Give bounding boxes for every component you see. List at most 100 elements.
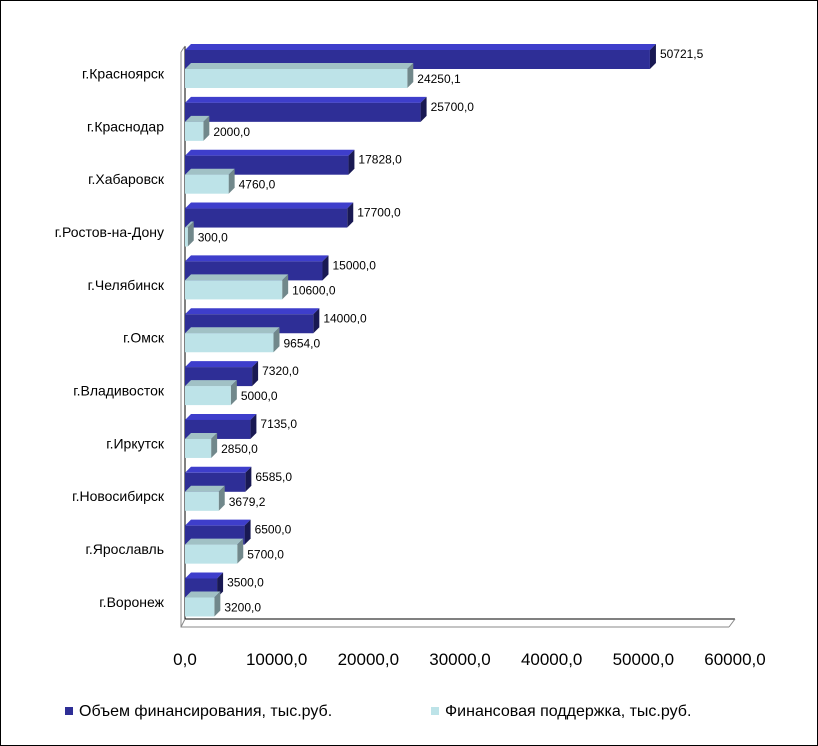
bar [185,333,274,353]
bar-top-face [185,485,225,492]
bar-top-face [185,63,414,69]
legend-swatch [65,707,73,715]
data-label: 3200,0 [224,601,261,615]
x-tick-label: 10000,0 [246,650,307,669]
data-label: 7135,0 [260,417,297,431]
category-label: г.Краснодар [87,118,164,134]
x-tick-label: 40000,0 [521,650,582,669]
bar-side-face [187,221,194,247]
category-label: г.Ростов-на-Дону [55,224,164,240]
category-label: г.Воронеж [99,594,164,610]
data-label: 3500,0 [227,576,264,590]
data-label: 7320,0 [262,364,299,378]
bar-top-face [185,96,427,103]
bar-top-face [185,572,224,579]
bar-top-face [185,466,252,473]
x-tick-label: 20000,0 [338,650,399,669]
bar-side-face [322,255,329,281]
axis-corner-bottom [180,618,186,628]
axis-corner-right [728,618,736,628]
bar-side-face [313,308,320,334]
bar-top-face [185,591,221,598]
legend-swatch [431,707,439,715]
bar-side-face [211,432,218,458]
bar-top-face [185,221,194,228]
bar-side-face [252,361,259,387]
data-label: 5700,0 [247,548,284,562]
bar [185,208,348,228]
x-tick-label: 0,0 [173,650,197,669]
bar-top-face [185,413,257,420]
data-label: 2850,0 [221,442,258,456]
data-label: 25700,0 [431,100,475,114]
category-label: г.Ярославль [85,541,164,557]
bar [185,227,188,247]
bar-top-face [185,149,355,156]
bar [185,544,238,564]
axis-corner-top [180,45,186,53]
data-label: 6500,0 [255,523,292,537]
bar-top-face [185,538,244,545]
bar [185,121,204,141]
bar-side-face [230,380,237,406]
bar-top-face [185,380,237,387]
bar-top-face [185,115,210,122]
bar-side-face [237,538,244,564]
bar [185,597,215,617]
data-label: 10600,0 [292,283,336,297]
bar-top-face [185,274,289,281]
bar-side-face [407,63,414,88]
bar [185,69,408,88]
bar-side-face [218,485,225,511]
bar-top-face [185,519,251,526]
bar-top-face [185,255,329,262]
bar-side-face [203,115,210,141]
data-label: 9654,0 [283,336,320,350]
bar-side-face [217,572,224,598]
bar [185,102,421,122]
bar-top-face [185,308,320,315]
x-tick-label: 30000,0 [429,650,490,669]
bar [185,386,231,406]
data-label: 4760,0 [239,178,276,192]
data-label: 50721,5 [660,47,704,61]
category-label: г.Владивосток [73,383,165,399]
data-label: 6585,0 [255,470,292,484]
data-label: 17700,0 [357,206,401,220]
category-label: г.Омск [123,330,165,346]
category-label: г.Новосибирск [72,488,165,504]
category-label: г.Челябинск [88,277,165,293]
bar-side-face [273,327,280,353]
bar-top-face [185,168,235,175]
bar [185,491,219,511]
bar-side-face [245,466,252,492]
bar [185,174,229,194]
bar-side-face [348,149,355,175]
bar-side-face [214,591,221,617]
data-label: 24250,1 [417,72,461,86]
bar-side-face [250,413,257,439]
bar-top-face [185,327,280,334]
category-label: г.Красноярск [82,65,165,81]
bar [185,280,283,300]
x-tick-label: 60000,0 [704,650,765,669]
data-label: 17828,0 [358,153,402,167]
data-label: 3679,2 [229,495,266,509]
data-label: 14000,0 [323,311,367,325]
bar-side-face [282,274,289,300]
bar-side-face [244,519,251,545]
data-label: 300,0 [198,231,228,245]
x-tick-label: 50000,0 [613,650,674,669]
legend-label: Объем финансирования, тыс.руб. [79,703,332,720]
bar-side-face [347,202,354,228]
bar-side-face [420,96,427,122]
data-label: 2000,0 [213,125,250,139]
category-label: г.Хабаровск [88,171,165,187]
category-label: г.Иркутск [106,435,165,451]
legend-label: Финансовая поддержка, тыс.руб. [445,703,691,720]
bar-side-face [649,44,656,69]
bar-side-face [228,168,235,194]
bar [185,438,212,458]
